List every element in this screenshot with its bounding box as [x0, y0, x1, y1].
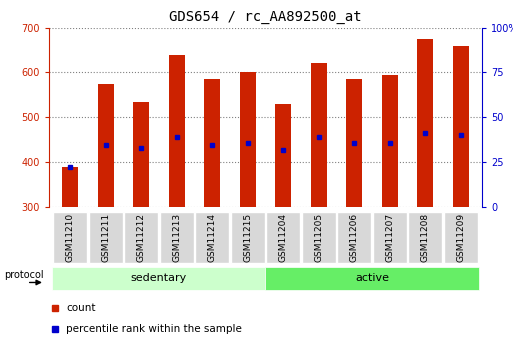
Bar — [453, 47, 469, 207]
Bar — [382, 75, 398, 207]
Bar — [240, 72, 255, 207]
Text: GSM11215: GSM11215 — [243, 213, 252, 262]
FancyBboxPatch shape — [89, 211, 123, 263]
Text: GSM11213: GSM11213 — [172, 213, 181, 262]
FancyBboxPatch shape — [160, 211, 194, 263]
Text: percentile rank within the sample: percentile rank within the sample — [66, 324, 242, 334]
Text: count: count — [66, 303, 95, 313]
Text: GSM11211: GSM11211 — [101, 213, 110, 262]
Text: GSM11206: GSM11206 — [350, 213, 359, 262]
Bar — [418, 39, 433, 207]
Bar — [97, 83, 113, 207]
Text: sedentary: sedentary — [131, 273, 187, 283]
FancyBboxPatch shape — [302, 211, 336, 263]
Text: GSM11209: GSM11209 — [457, 213, 465, 262]
FancyBboxPatch shape — [53, 211, 87, 263]
FancyBboxPatch shape — [195, 211, 229, 263]
FancyBboxPatch shape — [124, 211, 158, 263]
Bar — [275, 104, 291, 207]
Text: GSM11204: GSM11204 — [279, 213, 288, 262]
FancyBboxPatch shape — [266, 211, 300, 263]
Text: GSM11212: GSM11212 — [136, 213, 146, 262]
FancyBboxPatch shape — [337, 211, 371, 263]
Bar — [311, 63, 327, 207]
Bar — [204, 79, 220, 207]
Bar — [169, 55, 185, 207]
Text: GSM11208: GSM11208 — [421, 213, 430, 262]
FancyBboxPatch shape — [444, 211, 478, 263]
FancyBboxPatch shape — [231, 211, 265, 263]
Text: active: active — [355, 273, 389, 283]
Text: protocol: protocol — [4, 270, 44, 280]
Bar — [133, 101, 149, 207]
Text: GSM11210: GSM11210 — [66, 213, 74, 262]
Bar — [62, 167, 78, 207]
FancyBboxPatch shape — [373, 211, 407, 263]
FancyBboxPatch shape — [52, 267, 266, 290]
Bar — [346, 79, 362, 207]
Text: GSM11205: GSM11205 — [314, 213, 323, 262]
Title: GDS654 / rc_AA892500_at: GDS654 / rc_AA892500_at — [169, 10, 362, 24]
Text: GSM11207: GSM11207 — [385, 213, 394, 262]
FancyBboxPatch shape — [266, 267, 479, 290]
FancyBboxPatch shape — [408, 211, 442, 263]
Text: GSM11214: GSM11214 — [208, 213, 216, 262]
